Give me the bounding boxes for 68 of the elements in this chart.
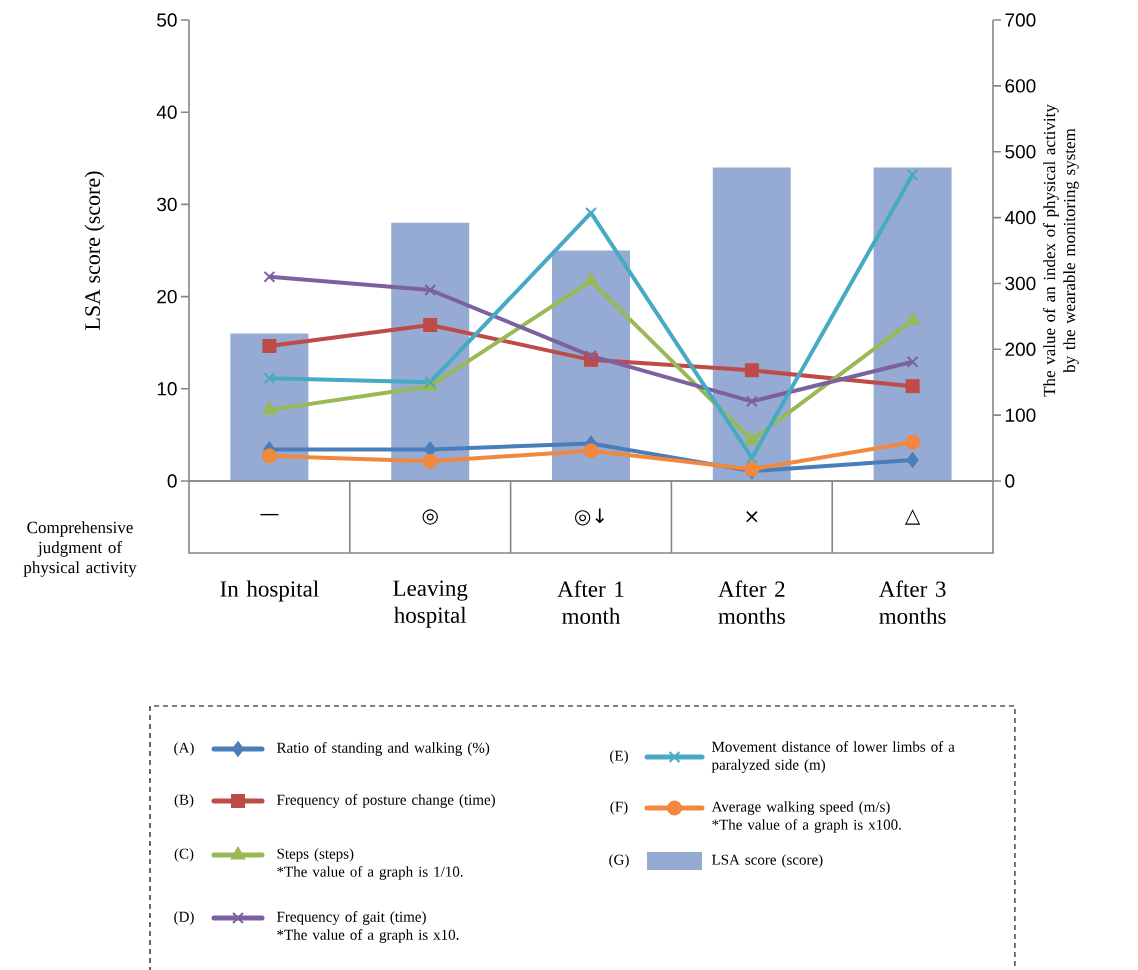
y2-tick-label: 600 — [1005, 79, 1036, 93]
point — [423, 317, 438, 332]
bar — [873, 167, 952, 482]
point — [905, 311, 921, 325]
y-tick-label: 20 — [157, 289, 177, 304]
text: × — [746, 511, 758, 523]
legend-label: Frequency of posture change (time) — [276, 794, 495, 808]
y-tick-label: 0 — [167, 474, 177, 488]
point — [263, 372, 276, 385]
point — [585, 349, 597, 362]
point — [422, 453, 438, 469]
y2-tick-label: 100 — [1005, 408, 1036, 422]
y2-tick-label: 0 — [1005, 474, 1015, 488]
y-tick-label: 40 — [156, 105, 177, 119]
point — [905, 379, 920, 394]
point — [583, 272, 599, 286]
y2-axis-title: The value of an index of physical activity by the wearable monitoring system — [1043, 104, 1079, 397]
legend-label: Steps (steps) — [277, 848, 354, 862]
text: *The value of a graph is x10. — [277, 929, 459, 943]
y2-tick-label: 200 — [1005, 342, 1036, 357]
text: *The value of a graph is x100. — [712, 819, 901, 833]
point — [261, 401, 277, 415]
legend-label: LSA score (score) — [711, 854, 823, 868]
x-tick-label: After 3 months — [878, 580, 946, 624]
point — [744, 363, 759, 378]
text: ◎ — [422, 509, 438, 525]
y2-tick-label: 400 — [1004, 210, 1036, 225]
text: (D) — [174, 911, 194, 925]
point — [906, 168, 919, 181]
point — [583, 443, 599, 459]
legend-label: Frequency of gait (time) — [276, 911, 426, 925]
text: (A) — [174, 742, 194, 756]
text: ◎↓ — [575, 508, 604, 526]
x-tick-label: In hospital — [220, 580, 319, 602]
x-tick-label: Leaving hospital — [393, 580, 468, 628]
text: (B) — [174, 794, 194, 808]
y2-tick-label: 300 — [1005, 276, 1036, 291]
text: △ — [904, 509, 921, 525]
text: *The value of a graph is 1/10. — [277, 866, 463, 880]
text: (F) — [610, 801, 628, 815]
legend-label: Ratio of standing and walking (%) — [276, 742, 490, 756]
legend-label: Average walking speed (m/s) — [711, 801, 890, 815]
y2-tick-label: 700 — [1005, 13, 1036, 27]
x-tick-label: After 2 months — [718, 580, 785, 624]
y-tick-label: 10 — [157, 382, 177, 396]
text: (G) — [609, 854, 629, 868]
y-axis-title: LSA score (score) — [84, 171, 105, 330]
x-tick-label: After 1 month — [557, 580, 624, 624]
text: Comprehensive judgment of physical activity — [23, 521, 137, 577]
point — [906, 355, 919, 368]
point — [745, 452, 758, 464]
y-tick-label: 50 — [157, 13, 177, 27]
y-tick-label: 30 — [157, 197, 177, 212]
point — [261, 448, 277, 464]
y2-tick-label: 500 — [1005, 144, 1036, 159]
text: (C) — [174, 848, 194, 862]
bar — [712, 167, 791, 482]
point — [585, 207, 597, 219]
point — [905, 434, 921, 450]
point — [262, 339, 277, 353]
point — [744, 431, 760, 445]
legend-label: Movement distance of lower limbs of a paralyzed side (m) — [711, 741, 955, 773]
point — [745, 395, 758, 408]
point — [906, 451, 919, 468]
point — [424, 284, 437, 296]
text: (E) — [610, 750, 628, 764]
point — [263, 270, 276, 283]
text: — — [260, 513, 279, 516]
